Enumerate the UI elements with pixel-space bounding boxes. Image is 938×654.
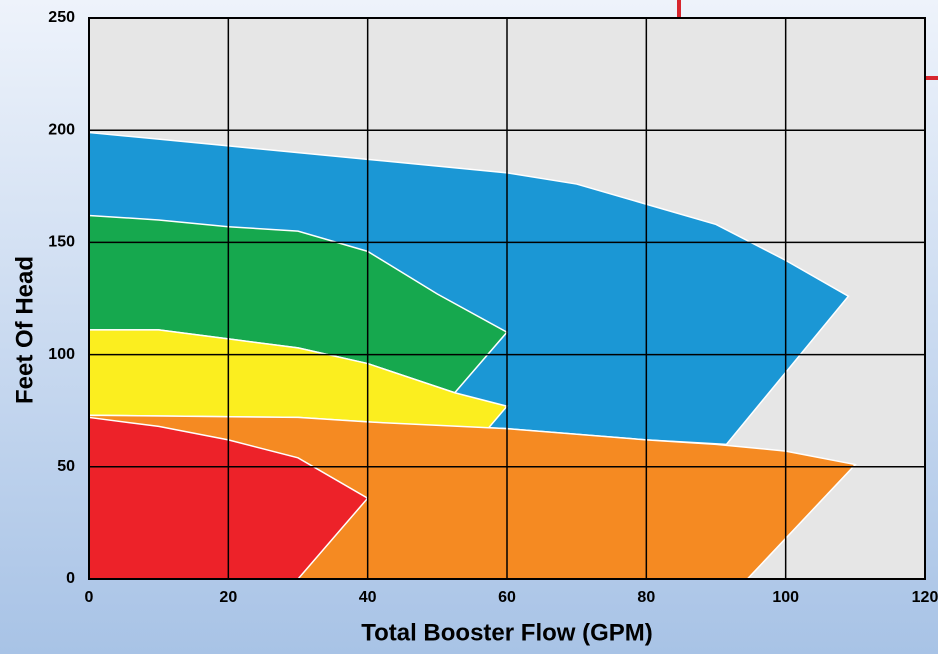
- x-axis-title: Total Booster Flow (GPM): [361, 619, 653, 646]
- y-tick-label: 200: [48, 121, 75, 138]
- y-axis-title: Feet Of Head: [11, 256, 38, 404]
- x-tick-label: 60: [498, 589, 516, 606]
- grid: [88, 17, 926, 580]
- x-tick-label: 120: [912, 589, 938, 606]
- y-tick-label: 250: [48, 9, 75, 26]
- y-tick-label: 0: [66, 570, 75, 587]
- marks: [88, 131, 857, 580]
- x-tick-label: 100: [772, 589, 799, 606]
- y-tick-label: 100: [48, 346, 75, 363]
- y-tick-label: 150: [48, 234, 75, 251]
- plot-frame: [88, 17, 926, 580]
- x-tick-label: 20: [219, 589, 237, 606]
- x-tick-label: 40: [359, 589, 377, 606]
- x-tick-label: 80: [637, 589, 655, 606]
- x-tick-label: 0: [85, 589, 94, 606]
- y-tick-label: 50: [57, 458, 75, 475]
